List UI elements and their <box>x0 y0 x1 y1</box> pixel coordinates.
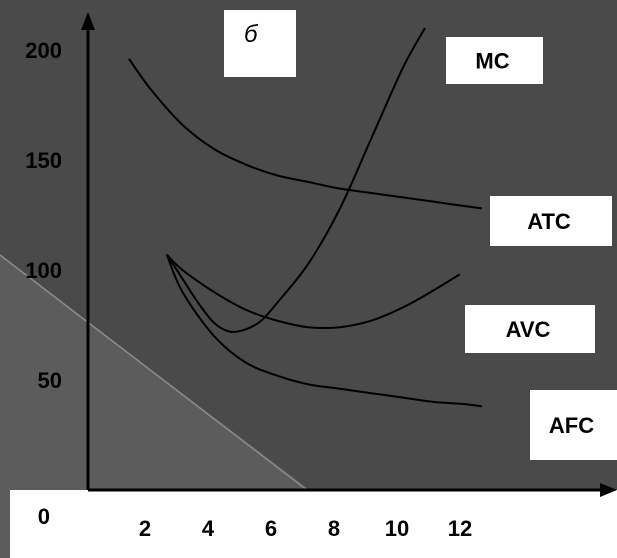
x-tick-label: 10 <box>385 516 409 541</box>
x-tick-label: 4 <box>202 516 215 541</box>
y-tick-label: 200 <box>25 38 62 63</box>
curve-afc <box>165 254 482 408</box>
label-box-avc <box>465 305 595 353</box>
background-triangle <box>0 255 310 558</box>
y-axis-arrow <box>81 12 95 30</box>
curve-atc <box>128 58 482 210</box>
series-label-afc: AFC <box>549 413 594 438</box>
x-tick-label: 8 <box>328 516 340 541</box>
series-label-atc: ATC <box>527 209 571 234</box>
series-label-avc: AVC <box>506 317 551 342</box>
y-tick-label: 50 <box>38 368 62 393</box>
x-axis-arrow <box>600 483 617 497</box>
y-tick-label: 100 <box>25 258 62 283</box>
x-tick-band <box>88 490 617 558</box>
label-box-afc <box>530 390 617 460</box>
background-diagonal-line <box>0 254 321 501</box>
curve-avc <box>166 253 461 330</box>
x-tick-label: 2 <box>139 516 151 541</box>
panel-label-box <box>224 10 296 77</box>
series-label-mc: MC <box>475 49 509 74</box>
y-tick-label: 150 <box>25 148 62 173</box>
curve-mc <box>165 27 426 333</box>
label-box-atc <box>490 196 612 246</box>
origin-label-box <box>10 490 88 558</box>
x-tick-label: 6 <box>265 516 277 541</box>
label-box-mc <box>446 37 543 84</box>
x-tick-label: 12 <box>448 516 472 541</box>
panel-label: б <box>244 21 259 48</box>
y-tick-label: 0 <box>38 504 50 529</box>
